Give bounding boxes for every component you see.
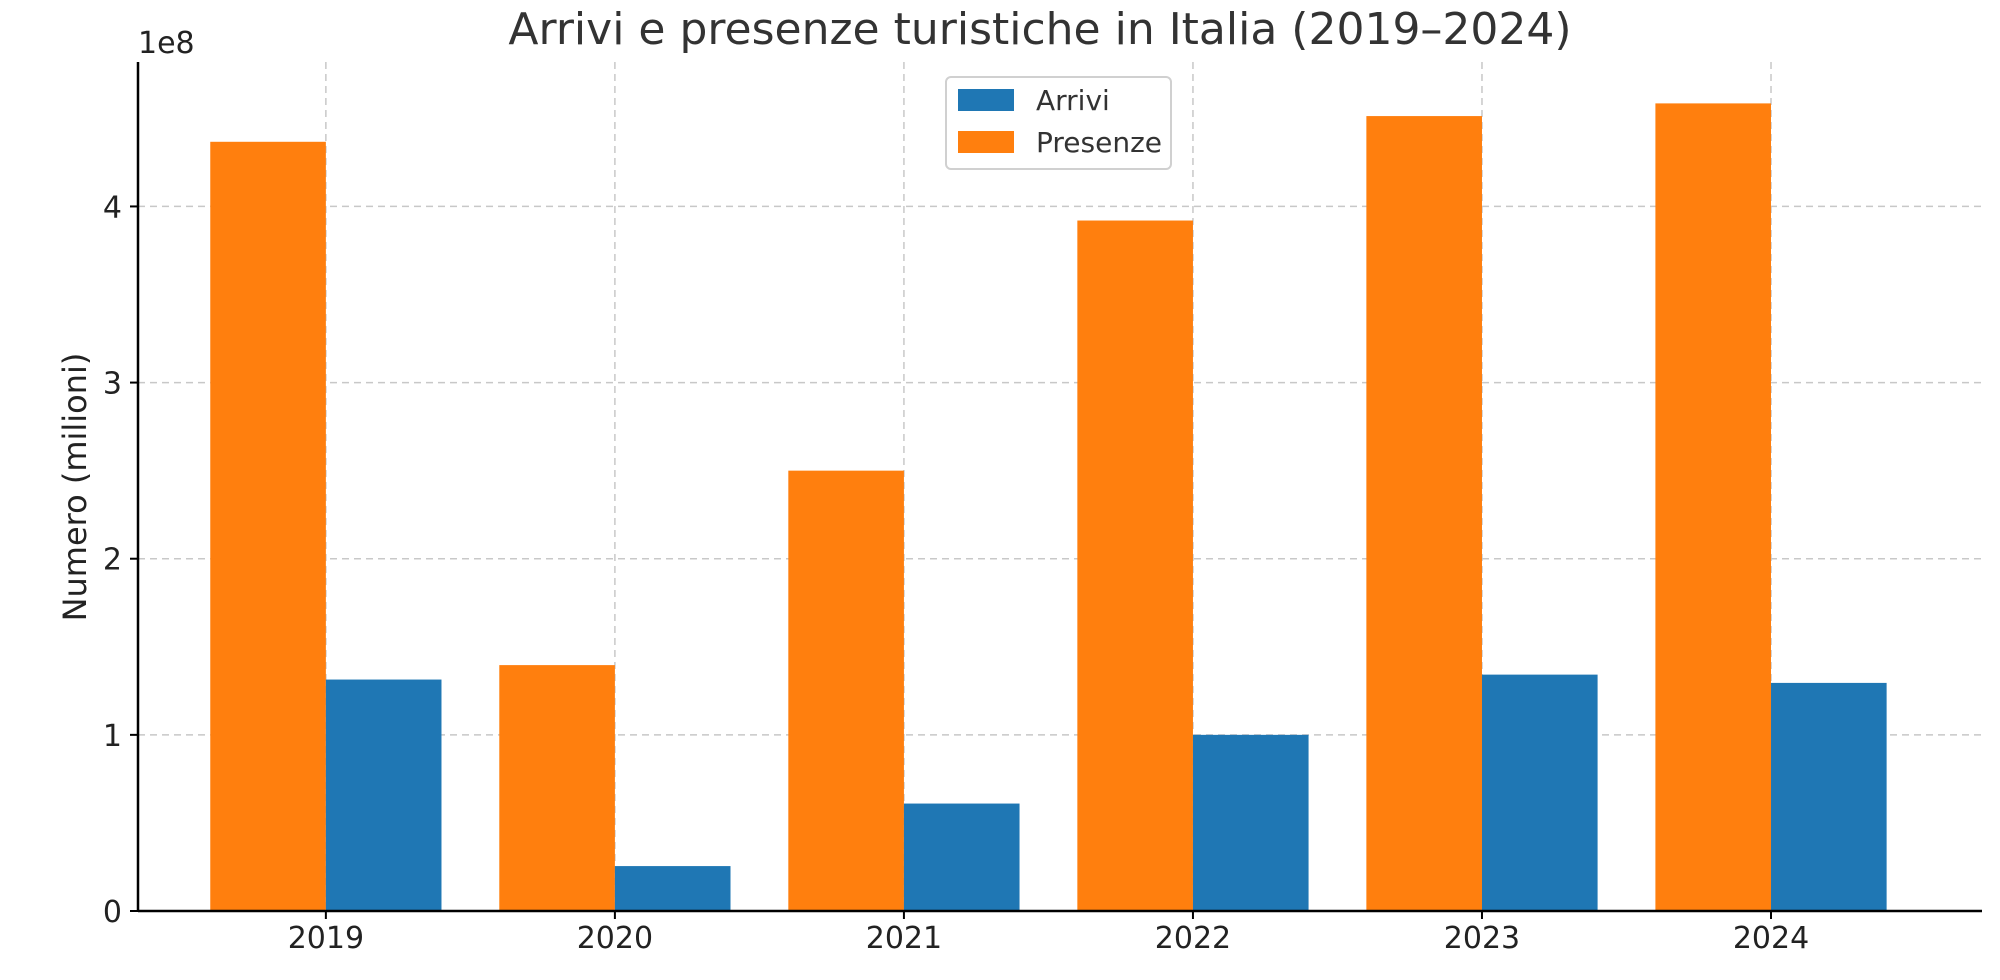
legend-label-presenze: Presenze bbox=[1036, 126, 1162, 159]
chart-title: Arrivi e presenze turistiche in Italia (… bbox=[508, 4, 1571, 55]
y-tick-label: 2 bbox=[103, 543, 122, 578]
y-tick-label: 4 bbox=[103, 190, 122, 225]
x-tick-label-2022: 2022 bbox=[1155, 921, 1231, 956]
y-axis-label: Numero (milioni) bbox=[56, 353, 94, 622]
legend-label-arrivi: Arrivi bbox=[1036, 84, 1110, 117]
bar-arrivi-2019 bbox=[325, 679, 442, 911]
y-axis-offset-label: 1e8 bbox=[138, 26, 195, 61]
bar-arrivi-2024 bbox=[1771, 682, 1887, 911]
bar-presenze-2021 bbox=[788, 470, 904, 911]
y-tick-label: 0 bbox=[103, 895, 122, 930]
bar-presenze-2024 bbox=[1655, 103, 1772, 912]
x-tick-label-2023: 2023 bbox=[1444, 921, 1520, 956]
legend: Arrivi Presenze bbox=[945, 76, 1172, 170]
x-tick-label-2019: 2019 bbox=[288, 921, 364, 956]
bars bbox=[210, 103, 1887, 912]
bar-arrivi-2020 bbox=[614, 866, 731, 911]
bar-arrivi-2022 bbox=[1192, 734, 1309, 911]
bar-presenze-2023 bbox=[1366, 116, 1482, 911]
x-tick-label-2024: 2024 bbox=[1733, 921, 1809, 956]
bar-arrivi-2021 bbox=[903, 803, 1020, 911]
tick-labels: 0 1 2 3 4 2019 2020 2021 2022 2023 2024 bbox=[103, 190, 1809, 956]
axes bbox=[136, 62, 1982, 913]
x-tick-label-2021: 2021 bbox=[866, 921, 942, 956]
legend-swatch-arrivi bbox=[958, 89, 1014, 111]
y-tick-label: 1 bbox=[103, 719, 122, 754]
x-tick-label-2020: 2020 bbox=[577, 921, 653, 956]
bar-arrivi-2023 bbox=[1481, 674, 1598, 911]
bar-presenze-2019 bbox=[210, 141, 326, 911]
bar-presenze-2020 bbox=[499, 665, 615, 911]
legend-swatch-presenze bbox=[958, 131, 1014, 153]
y-tick-label: 3 bbox=[103, 367, 122, 402]
bar-presenze-2022 bbox=[1077, 220, 1193, 911]
